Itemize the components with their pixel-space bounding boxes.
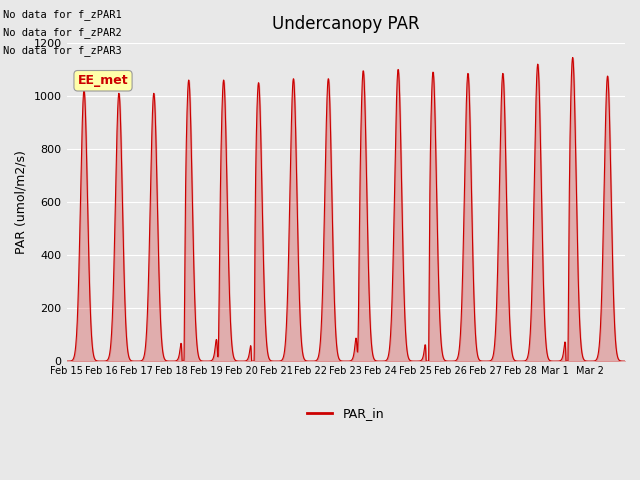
Text: EE_met: EE_met	[77, 74, 129, 87]
Text: No data for f_zPAR1: No data for f_zPAR1	[3, 9, 122, 20]
Legend: PAR_in: PAR_in	[303, 402, 389, 425]
Title: Undercanopy PAR: Undercanopy PAR	[272, 15, 420, 33]
Text: No data for f_zPAR2: No data for f_zPAR2	[3, 27, 122, 38]
Text: No data for f_zPAR3: No data for f_zPAR3	[3, 45, 122, 56]
Y-axis label: PAR (umol/m2/s): PAR (umol/m2/s)	[15, 150, 28, 254]
